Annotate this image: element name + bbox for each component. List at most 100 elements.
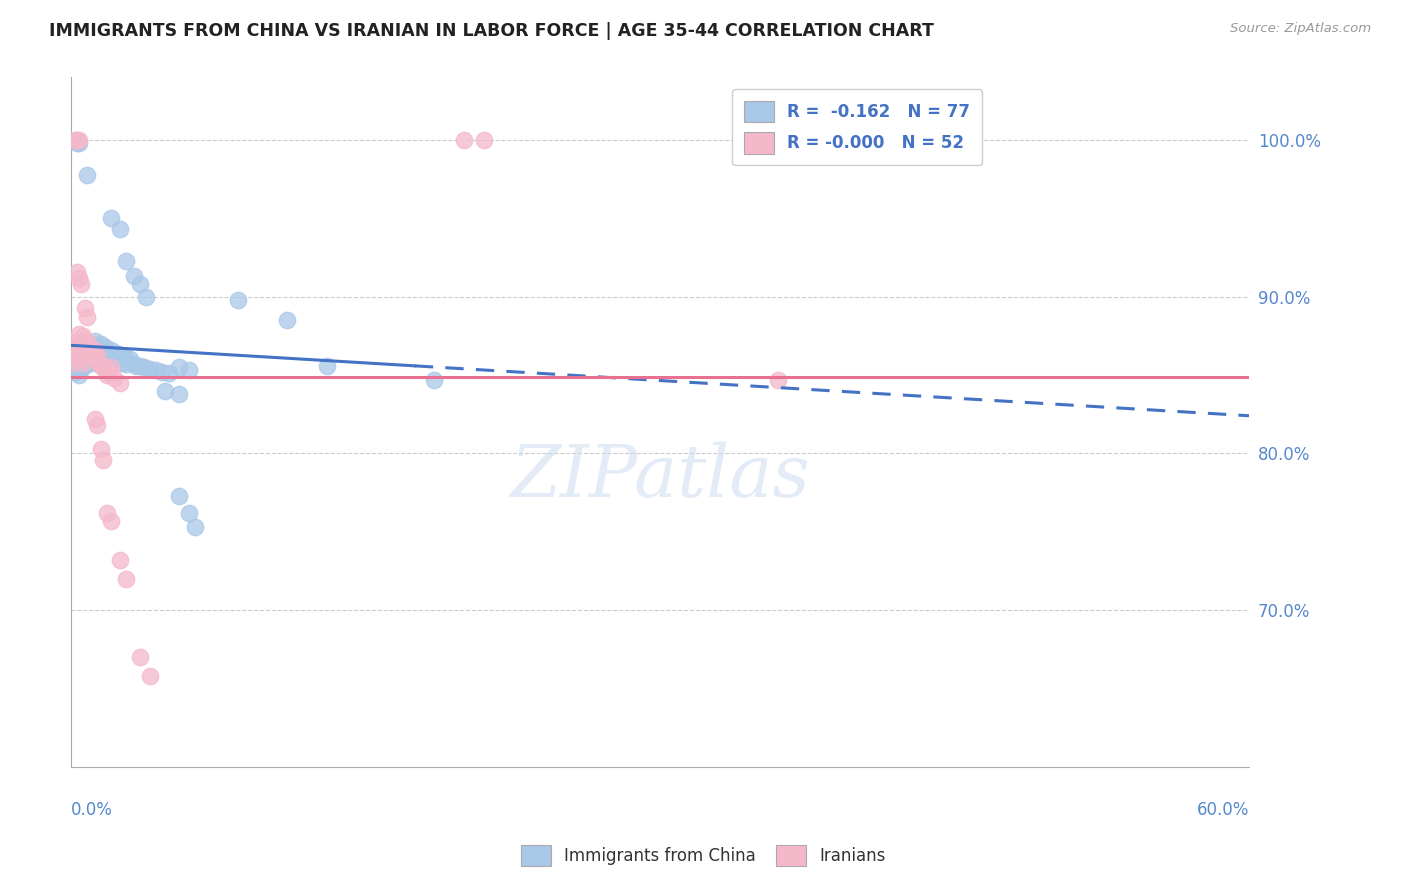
Point bbox=[63, 349, 86, 363]
Point bbox=[76, 357, 98, 371]
Point bbox=[100, 343, 122, 357]
Point bbox=[86, 349, 108, 363]
Point bbox=[103, 351, 125, 365]
Point bbox=[177, 363, 200, 377]
Point bbox=[139, 361, 162, 376]
Point bbox=[77, 340, 100, 354]
Point bbox=[66, 348, 89, 362]
Point bbox=[67, 368, 90, 382]
Point bbox=[129, 650, 152, 665]
Point bbox=[101, 348, 124, 362]
Point bbox=[82, 349, 104, 363]
Point bbox=[100, 360, 122, 375]
Point bbox=[115, 572, 138, 586]
Point bbox=[72, 348, 94, 362]
Point bbox=[93, 340, 115, 354]
Point bbox=[157, 367, 180, 381]
Point bbox=[72, 360, 94, 375]
Point bbox=[90, 336, 112, 351]
Point bbox=[76, 310, 98, 325]
Point bbox=[129, 277, 152, 292]
Point bbox=[67, 133, 90, 147]
Point bbox=[66, 133, 89, 147]
Point bbox=[90, 442, 112, 456]
Point bbox=[97, 349, 120, 363]
Point bbox=[72, 355, 94, 369]
Point bbox=[73, 301, 96, 315]
Point bbox=[91, 344, 114, 359]
Point bbox=[120, 352, 142, 367]
Point bbox=[72, 329, 94, 343]
Point bbox=[70, 352, 93, 367]
Point bbox=[91, 359, 114, 373]
Point bbox=[67, 352, 90, 367]
Point bbox=[70, 355, 93, 369]
Point bbox=[105, 346, 128, 360]
Point bbox=[107, 352, 129, 367]
Point bbox=[96, 346, 118, 360]
Point bbox=[145, 363, 167, 377]
Point bbox=[184, 520, 207, 534]
Point bbox=[70, 344, 93, 359]
Point bbox=[76, 168, 98, 182]
Point bbox=[96, 506, 118, 520]
Point bbox=[73, 349, 96, 363]
Point bbox=[150, 365, 173, 379]
Point bbox=[67, 136, 90, 151]
Point bbox=[83, 412, 105, 426]
Point bbox=[111, 355, 134, 369]
Point bbox=[80, 343, 103, 357]
Point bbox=[125, 359, 148, 373]
Point bbox=[66, 352, 89, 367]
Point bbox=[86, 340, 108, 354]
Point bbox=[66, 136, 89, 151]
Point bbox=[67, 271, 90, 285]
Point bbox=[423, 373, 446, 387]
Point bbox=[177, 506, 200, 520]
Point bbox=[132, 360, 155, 375]
Point bbox=[97, 365, 120, 379]
Point bbox=[86, 418, 108, 433]
Point bbox=[73, 340, 96, 354]
Point bbox=[76, 343, 98, 357]
Point bbox=[100, 514, 122, 528]
Point bbox=[453, 133, 475, 147]
Point bbox=[139, 669, 162, 683]
Point bbox=[67, 327, 90, 342]
Point bbox=[315, 359, 337, 373]
Point bbox=[155, 384, 177, 398]
Point bbox=[93, 363, 115, 377]
Point bbox=[167, 387, 190, 401]
Point bbox=[66, 265, 89, 279]
Point bbox=[73, 336, 96, 351]
Point bbox=[87, 355, 110, 369]
Legend: R =  -0.162   N = 77, R = -0.000   N = 52: R = -0.162 N = 77, R = -0.000 N = 52 bbox=[733, 89, 981, 165]
Text: Source: ZipAtlas.com: Source: ZipAtlas.com bbox=[1230, 22, 1371, 36]
Point bbox=[80, 342, 103, 356]
Text: ZIPatlas: ZIPatlas bbox=[510, 442, 810, 513]
Point bbox=[82, 338, 104, 352]
Text: 0.0%: 0.0% bbox=[72, 801, 112, 819]
Point bbox=[66, 334, 89, 348]
Text: 60.0%: 60.0% bbox=[1197, 801, 1250, 819]
Point bbox=[122, 357, 145, 371]
Point bbox=[63, 340, 86, 354]
Point bbox=[77, 352, 100, 367]
Point bbox=[103, 371, 125, 385]
Point bbox=[80, 355, 103, 369]
Point bbox=[115, 357, 138, 371]
Point bbox=[110, 222, 132, 236]
Point bbox=[83, 349, 105, 363]
Point bbox=[96, 368, 118, 382]
Point bbox=[472, 133, 495, 147]
Point bbox=[76, 334, 98, 348]
Text: IMMIGRANTS FROM CHINA VS IRANIAN IN LABOR FORCE | AGE 35-44 CORRELATION CHART: IMMIGRANTS FROM CHINA VS IRANIAN IN LABO… bbox=[49, 22, 934, 40]
Point bbox=[110, 348, 132, 362]
Point bbox=[135, 290, 157, 304]
Point bbox=[112, 349, 135, 363]
Point bbox=[276, 313, 298, 327]
Point bbox=[73, 355, 96, 369]
Point bbox=[91, 452, 114, 467]
Point bbox=[90, 359, 112, 373]
Point bbox=[167, 489, 190, 503]
